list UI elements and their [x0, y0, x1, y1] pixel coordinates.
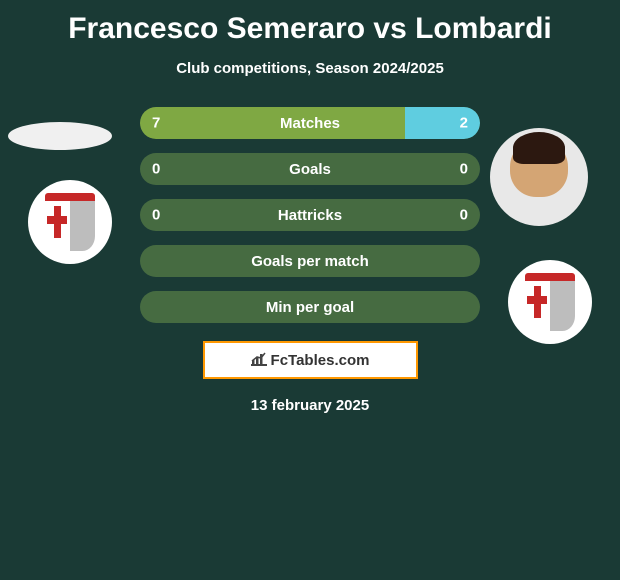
- bar-left-fill: [140, 107, 405, 139]
- stat-row: 0 Goals 0: [0, 153, 620, 185]
- stat-row: 0 Hattricks 0: [0, 199, 620, 231]
- brand-box[interactable]: FcTables.com: [203, 341, 418, 379]
- stat-label: Hattricks: [278, 207, 342, 224]
- stat-value-right: 2: [460, 115, 468, 132]
- stat-label: Min per goal: [266, 299, 354, 316]
- stat-value-right: 0: [460, 161, 468, 178]
- stat-row: Min per goal: [0, 291, 620, 323]
- stat-value-right: 0: [460, 207, 468, 224]
- stat-label: Goals per match: [251, 253, 369, 270]
- stat-bar-gpm: Goals per match: [140, 245, 480, 277]
- brand-label: FcTables.com: [271, 352, 370, 369]
- stat-value-left: 7: [152, 115, 160, 132]
- stat-bar-mpg: Min per goal: [140, 291, 480, 323]
- stat-value-left: 0: [152, 207, 160, 224]
- stat-bar-hattricks: 0 Hattricks 0: [140, 199, 480, 231]
- stat-row: Goals per match: [0, 245, 620, 277]
- page-title: Francesco Semeraro vs Lombardi: [0, 0, 620, 46]
- stat-label: Matches: [280, 115, 340, 132]
- bar-right-fill: [405, 107, 480, 139]
- stats-container: 7 Matches 2 0 Goals 0 0 Hattricks 0 Goal…: [0, 107, 620, 323]
- stat-bar-matches: 7 Matches 2: [140, 107, 480, 139]
- page-subtitle: Club competitions, Season 2024/2025: [0, 60, 620, 77]
- date-label: 13 february 2025: [0, 397, 620, 414]
- stat-label: Goals: [289, 161, 331, 178]
- stat-bar-goals: 0 Goals 0: [140, 153, 480, 185]
- stat-value-left: 0: [152, 161, 160, 178]
- chart-icon: [251, 352, 267, 369]
- stat-row: 7 Matches 2: [0, 107, 620, 139]
